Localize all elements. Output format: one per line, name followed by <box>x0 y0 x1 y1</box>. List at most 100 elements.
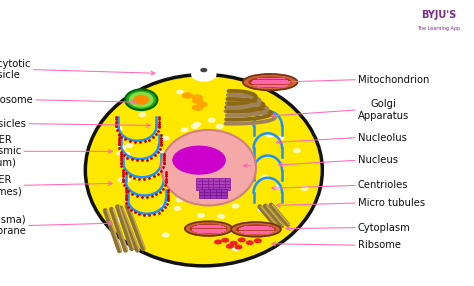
Circle shape <box>277 136 284 140</box>
Circle shape <box>123 152 130 156</box>
FancyBboxPatch shape <box>208 187 213 190</box>
FancyBboxPatch shape <box>199 195 204 198</box>
Circle shape <box>182 93 192 98</box>
FancyBboxPatch shape <box>202 187 208 190</box>
Circle shape <box>245 121 252 124</box>
Circle shape <box>216 125 223 128</box>
FancyBboxPatch shape <box>221 195 227 198</box>
Circle shape <box>235 245 242 249</box>
Circle shape <box>192 98 203 104</box>
Text: Nucleolus: Nucleolus <box>358 132 407 142</box>
FancyBboxPatch shape <box>208 181 213 184</box>
FancyBboxPatch shape <box>204 192 210 195</box>
Ellipse shape <box>133 95 149 105</box>
FancyBboxPatch shape <box>213 178 219 181</box>
Circle shape <box>177 90 183 94</box>
Text: Cytoplasm: Cytoplasm <box>358 223 410 233</box>
Circle shape <box>293 149 300 152</box>
Circle shape <box>236 108 242 112</box>
Circle shape <box>181 128 188 132</box>
Ellipse shape <box>248 77 292 88</box>
Text: Pinocytotic
Vesicle: Pinocytotic Vesicle <box>0 59 31 80</box>
Circle shape <box>162 136 169 140</box>
Text: Lysosome: Lysosome <box>0 95 33 105</box>
Circle shape <box>238 238 245 242</box>
Circle shape <box>227 245 233 248</box>
Circle shape <box>139 113 146 116</box>
FancyBboxPatch shape <box>202 181 208 184</box>
Text: Centrioles: Centrioles <box>358 180 409 190</box>
Circle shape <box>117 152 124 155</box>
FancyBboxPatch shape <box>196 181 202 184</box>
Circle shape <box>261 175 268 179</box>
FancyBboxPatch shape <box>225 181 230 184</box>
Text: Golgi vesicles: Golgi vesicles <box>0 119 26 129</box>
FancyBboxPatch shape <box>219 178 225 181</box>
Text: BYJU'S: BYJU'S <box>421 11 456 20</box>
FancyBboxPatch shape <box>210 188 216 192</box>
Circle shape <box>192 105 202 110</box>
Ellipse shape <box>161 130 256 205</box>
FancyBboxPatch shape <box>196 178 202 181</box>
Circle shape <box>126 144 133 148</box>
Circle shape <box>224 230 230 234</box>
Text: Ribsome: Ribsome <box>358 240 401 250</box>
FancyBboxPatch shape <box>210 192 216 195</box>
Circle shape <box>176 198 183 202</box>
FancyBboxPatch shape <box>225 178 230 181</box>
Circle shape <box>198 214 204 217</box>
FancyBboxPatch shape <box>199 192 204 195</box>
FancyBboxPatch shape <box>210 195 216 198</box>
Circle shape <box>218 215 224 218</box>
FancyBboxPatch shape <box>204 195 210 198</box>
Ellipse shape <box>236 225 276 234</box>
Circle shape <box>230 241 237 245</box>
FancyBboxPatch shape <box>221 192 227 195</box>
Circle shape <box>192 68 216 81</box>
FancyBboxPatch shape <box>196 187 202 190</box>
FancyBboxPatch shape <box>213 181 219 184</box>
Text: Nucleus: Nucleus <box>358 155 398 165</box>
Circle shape <box>197 102 207 107</box>
FancyBboxPatch shape <box>199 188 204 192</box>
Circle shape <box>162 233 169 237</box>
Ellipse shape <box>185 221 232 236</box>
Circle shape <box>156 150 163 153</box>
Text: Micro tubules: Micro tubules <box>358 198 425 208</box>
FancyBboxPatch shape <box>204 188 210 192</box>
Text: The Learning App: The Learning App <box>417 26 460 31</box>
Circle shape <box>208 118 215 122</box>
Circle shape <box>246 241 253 245</box>
Text: Golgi
Apparatus: Golgi Apparatus <box>358 99 409 121</box>
Text: Animal Cell: Animal Cell <box>9 8 122 26</box>
Circle shape <box>194 122 201 126</box>
Circle shape <box>116 127 122 130</box>
FancyBboxPatch shape <box>401 2 474 32</box>
FancyBboxPatch shape <box>225 187 230 190</box>
Circle shape <box>118 178 125 182</box>
Text: Rough ER
(endoplasmic
recticulum): Rough ER (endoplasmic recticulum) <box>0 135 21 168</box>
Ellipse shape <box>243 74 297 90</box>
Circle shape <box>232 204 239 208</box>
FancyBboxPatch shape <box>216 192 221 195</box>
Circle shape <box>267 134 273 137</box>
FancyBboxPatch shape <box>208 178 213 181</box>
Circle shape <box>201 69 207 72</box>
Circle shape <box>215 240 221 244</box>
Circle shape <box>173 146 225 174</box>
FancyBboxPatch shape <box>225 184 230 187</box>
FancyBboxPatch shape <box>202 184 208 187</box>
FancyBboxPatch shape <box>219 187 225 190</box>
FancyBboxPatch shape <box>202 178 208 181</box>
FancyBboxPatch shape <box>213 184 219 187</box>
Circle shape <box>124 178 130 182</box>
Circle shape <box>174 206 181 210</box>
Circle shape <box>161 204 167 208</box>
Text: Mitochondrion: Mitochondrion <box>358 75 429 85</box>
Circle shape <box>233 247 239 251</box>
Ellipse shape <box>125 90 157 110</box>
FancyBboxPatch shape <box>219 184 225 187</box>
FancyBboxPatch shape <box>196 184 202 187</box>
FancyBboxPatch shape <box>213 187 219 190</box>
Ellipse shape <box>231 222 281 237</box>
